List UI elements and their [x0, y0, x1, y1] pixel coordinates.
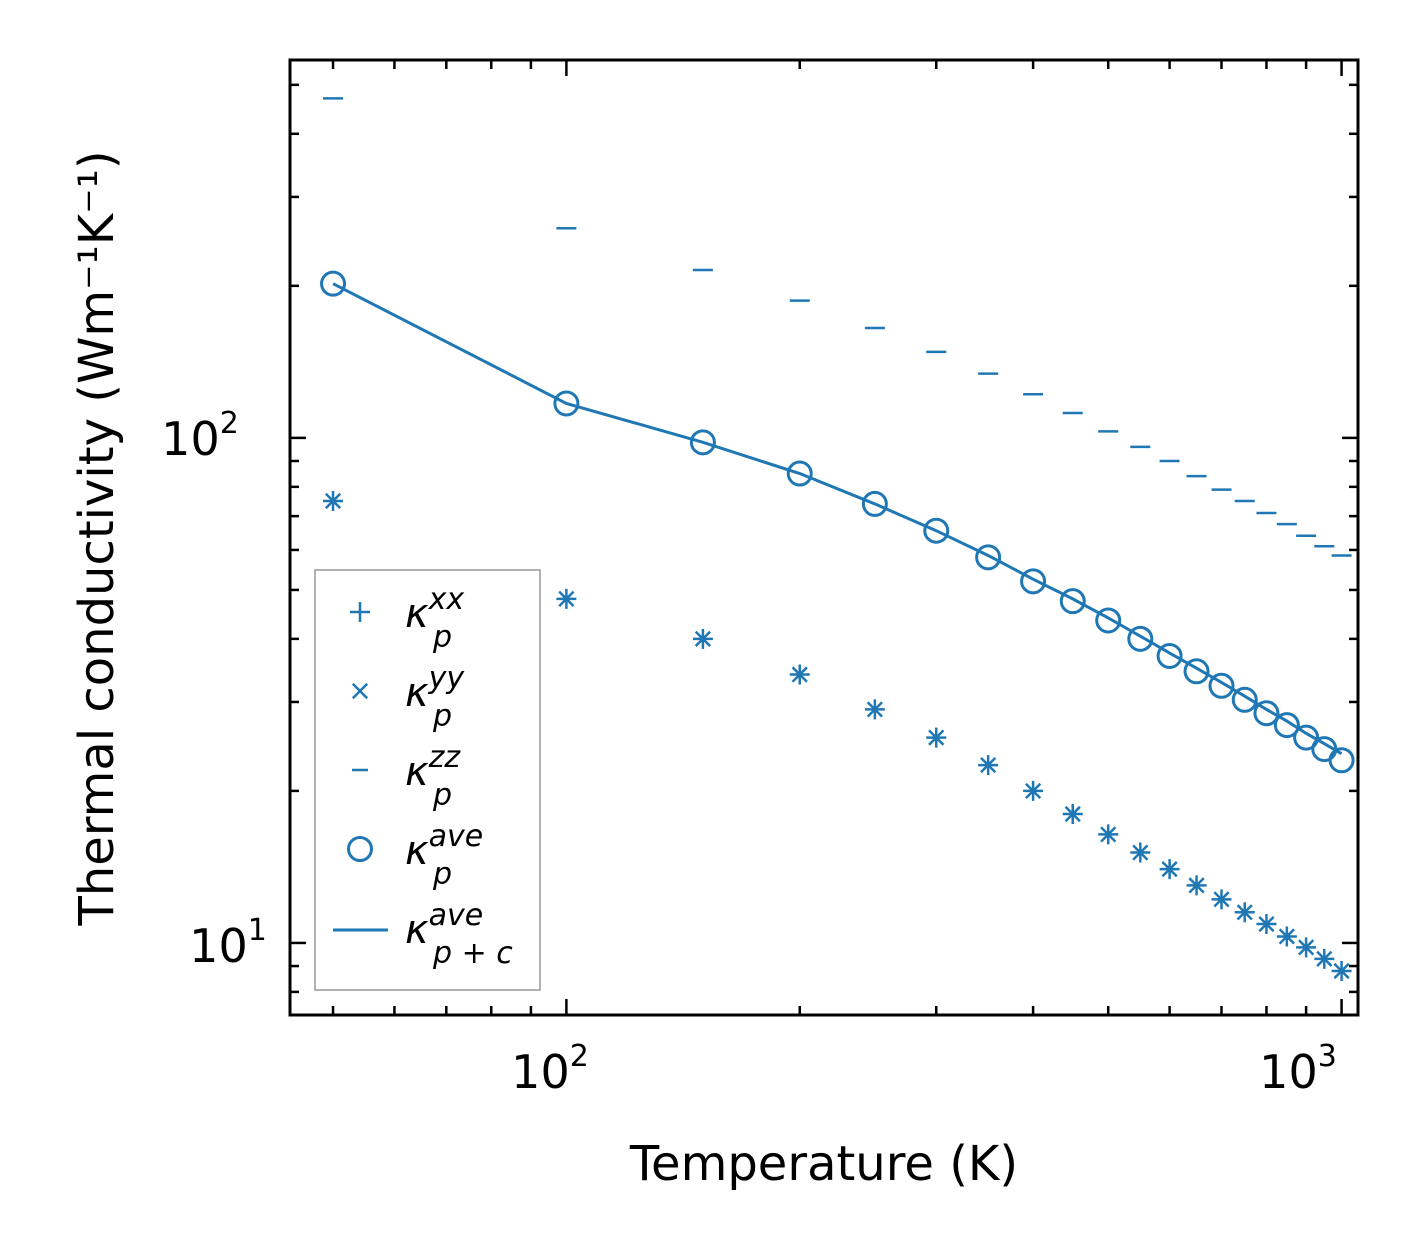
data-point: [1059, 588, 1086, 615]
data-point: [689, 429, 716, 456]
data-point: [1127, 625, 1154, 652]
data-point: [786, 460, 813, 487]
series-kappa_p+c^ave: [332, 282, 1343, 755]
data-point: [1025, 782, 1042, 799]
legend-label-ave: κave p: [405, 819, 483, 892]
legend-label-ave-pc: κave p + c: [405, 898, 513, 971]
data-point: [1132, 844, 1149, 861]
data-point: [975, 544, 1002, 571]
data-point: [1316, 950, 1333, 967]
series-kappa_p^zz: [323, 97, 1352, 557]
y-tick-label-10: 101: [189, 913, 267, 973]
x-tick-label-100: 102: [511, 1039, 589, 1099]
data-point: [861, 490, 888, 517]
data-point: [1208, 672, 1235, 699]
legend-frame: [314, 569, 541, 991]
data-point: [1064, 805, 1081, 823]
series-kappa_p^yy: [324, 492, 1350, 980]
y-tick-label-100: 102: [161, 406, 239, 466]
legend-label-xx: κxx p: [405, 582, 464, 655]
x-axis-title: Temperature (K): [629, 1136, 1018, 1192]
data-point: [324, 492, 342, 510]
plot-frame: [288, 58, 1360, 1017]
data-point: [553, 390, 580, 417]
data-point: [320, 270, 347, 297]
data-point: [1213, 891, 1230, 908]
legend-symbol-x: [351, 682, 369, 700]
series-line: [332, 282, 1343, 755]
data-point: [1183, 658, 1210, 685]
data-point: [1273, 712, 1300, 739]
data-point: [1100, 826, 1117, 843]
y-axis-title: Thermal conductivity (Wm⁻¹K⁻¹): [69, 150, 125, 926]
data-point: [1278, 928, 1295, 945]
data-point: [980, 756, 997, 774]
data-point: [1293, 724, 1320, 751]
legend-symbol-plus: [350, 602, 370, 622]
data-point: [1020, 568, 1047, 595]
data-point: [1188, 877, 1205, 894]
data-point: [1231, 686, 1258, 713]
legend-symbol-circle: [347, 836, 373, 862]
data-point: [1333, 962, 1350, 980]
data-point: [558, 590, 575, 607]
data-marks: [320, 97, 1355, 981]
legend-symbols: [333, 602, 388, 932]
legend: κxx p κyy p κzz p κave p κave p + c: [314, 569, 541, 991]
x-tick-label-1000: 103: [1259, 1039, 1337, 1099]
data-point: [1298, 939, 1315, 956]
data-point: [1236, 904, 1253, 921]
data-point: [1253, 700, 1280, 727]
data-point: [923, 517, 950, 544]
data-point: [1095, 607, 1122, 634]
legend-label-yy: κyy p: [405, 661, 465, 734]
data-point: [1258, 915, 1275, 933]
data-point: [694, 630, 711, 647]
data-point: [1161, 861, 1178, 878]
data-point: [1328, 747, 1355, 774]
data-point: [791, 666, 808, 683]
data-point: [1156, 642, 1183, 669]
data-point: [928, 729, 945, 746]
legend-label-zz: κzz p: [405, 740, 461, 813]
data-point: [866, 701, 883, 718]
